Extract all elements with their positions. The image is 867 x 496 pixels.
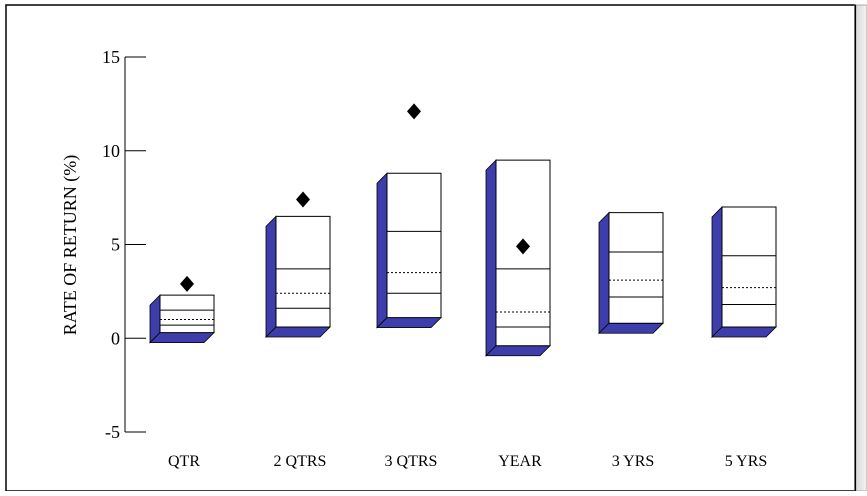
box-face	[721, 206, 777, 328]
diamond-marker	[296, 191, 310, 208]
x-tick-label: 2 QTRS	[274, 453, 327, 470]
box-4	[485, 159, 551, 357]
box-side-shadow	[485, 159, 497, 357]
box-side-shadow	[711, 206, 723, 338]
box-2	[265, 191, 331, 338]
box-5	[598, 211, 664, 335]
box-3	[376, 103, 442, 329]
diamond-marker	[516, 238, 530, 255]
box-bottom-shadow	[598, 322, 664, 334]
box-face	[275, 215, 331, 328]
box-bottom-shadow	[485, 345, 551, 357]
y-tick-label: 0	[111, 328, 120, 348]
y-tick-label: -5	[105, 422, 120, 442]
y-tick-labels: -5 0 5 10 15	[102, 47, 120, 442]
x-tick-label: 3 QTRS	[385, 453, 438, 470]
y-axis	[124, 56, 146, 433]
x-tick-label: YEAR	[498, 453, 542, 470]
box-1	[149, 275, 215, 344]
x-tick-label: 3 YRS	[612, 453, 655, 470]
box-bottom-shadow	[711, 326, 777, 338]
y-axis-label: RATE OF RETURN (%)	[60, 155, 81, 336]
box-bottom-shadow	[149, 332, 215, 344]
box-series	[149, 103, 777, 357]
box-6	[711, 206, 777, 338]
x-tick-label: 5 YRS	[725, 453, 768, 470]
y-tick-label: 15	[102, 47, 120, 67]
box-face	[495, 159, 551, 347]
scrollbar[interactable]	[854, 4, 867, 492]
diamond-marker	[180, 275, 194, 292]
box-side-shadow	[598, 211, 610, 335]
box-bottom-shadow	[265, 326, 331, 338]
y-tick-label: 10	[102, 141, 120, 161]
box-face	[386, 172, 442, 319]
x-tick-labels: QTR 2 QTRS 3 QTRS YEAR 3 YRS 5 YRS	[168, 453, 767, 470]
box-face	[608, 212, 664, 324]
y-tick-label: 5	[111, 235, 120, 255]
box-side-shadow	[265, 215, 277, 338]
box-bottom-shadow	[376, 317, 442, 329]
box-side-shadow	[376, 172, 388, 329]
x-tick-label: QTR	[168, 453, 200, 470]
diamond-marker	[407, 103, 421, 120]
box-face	[159, 294, 215, 334]
